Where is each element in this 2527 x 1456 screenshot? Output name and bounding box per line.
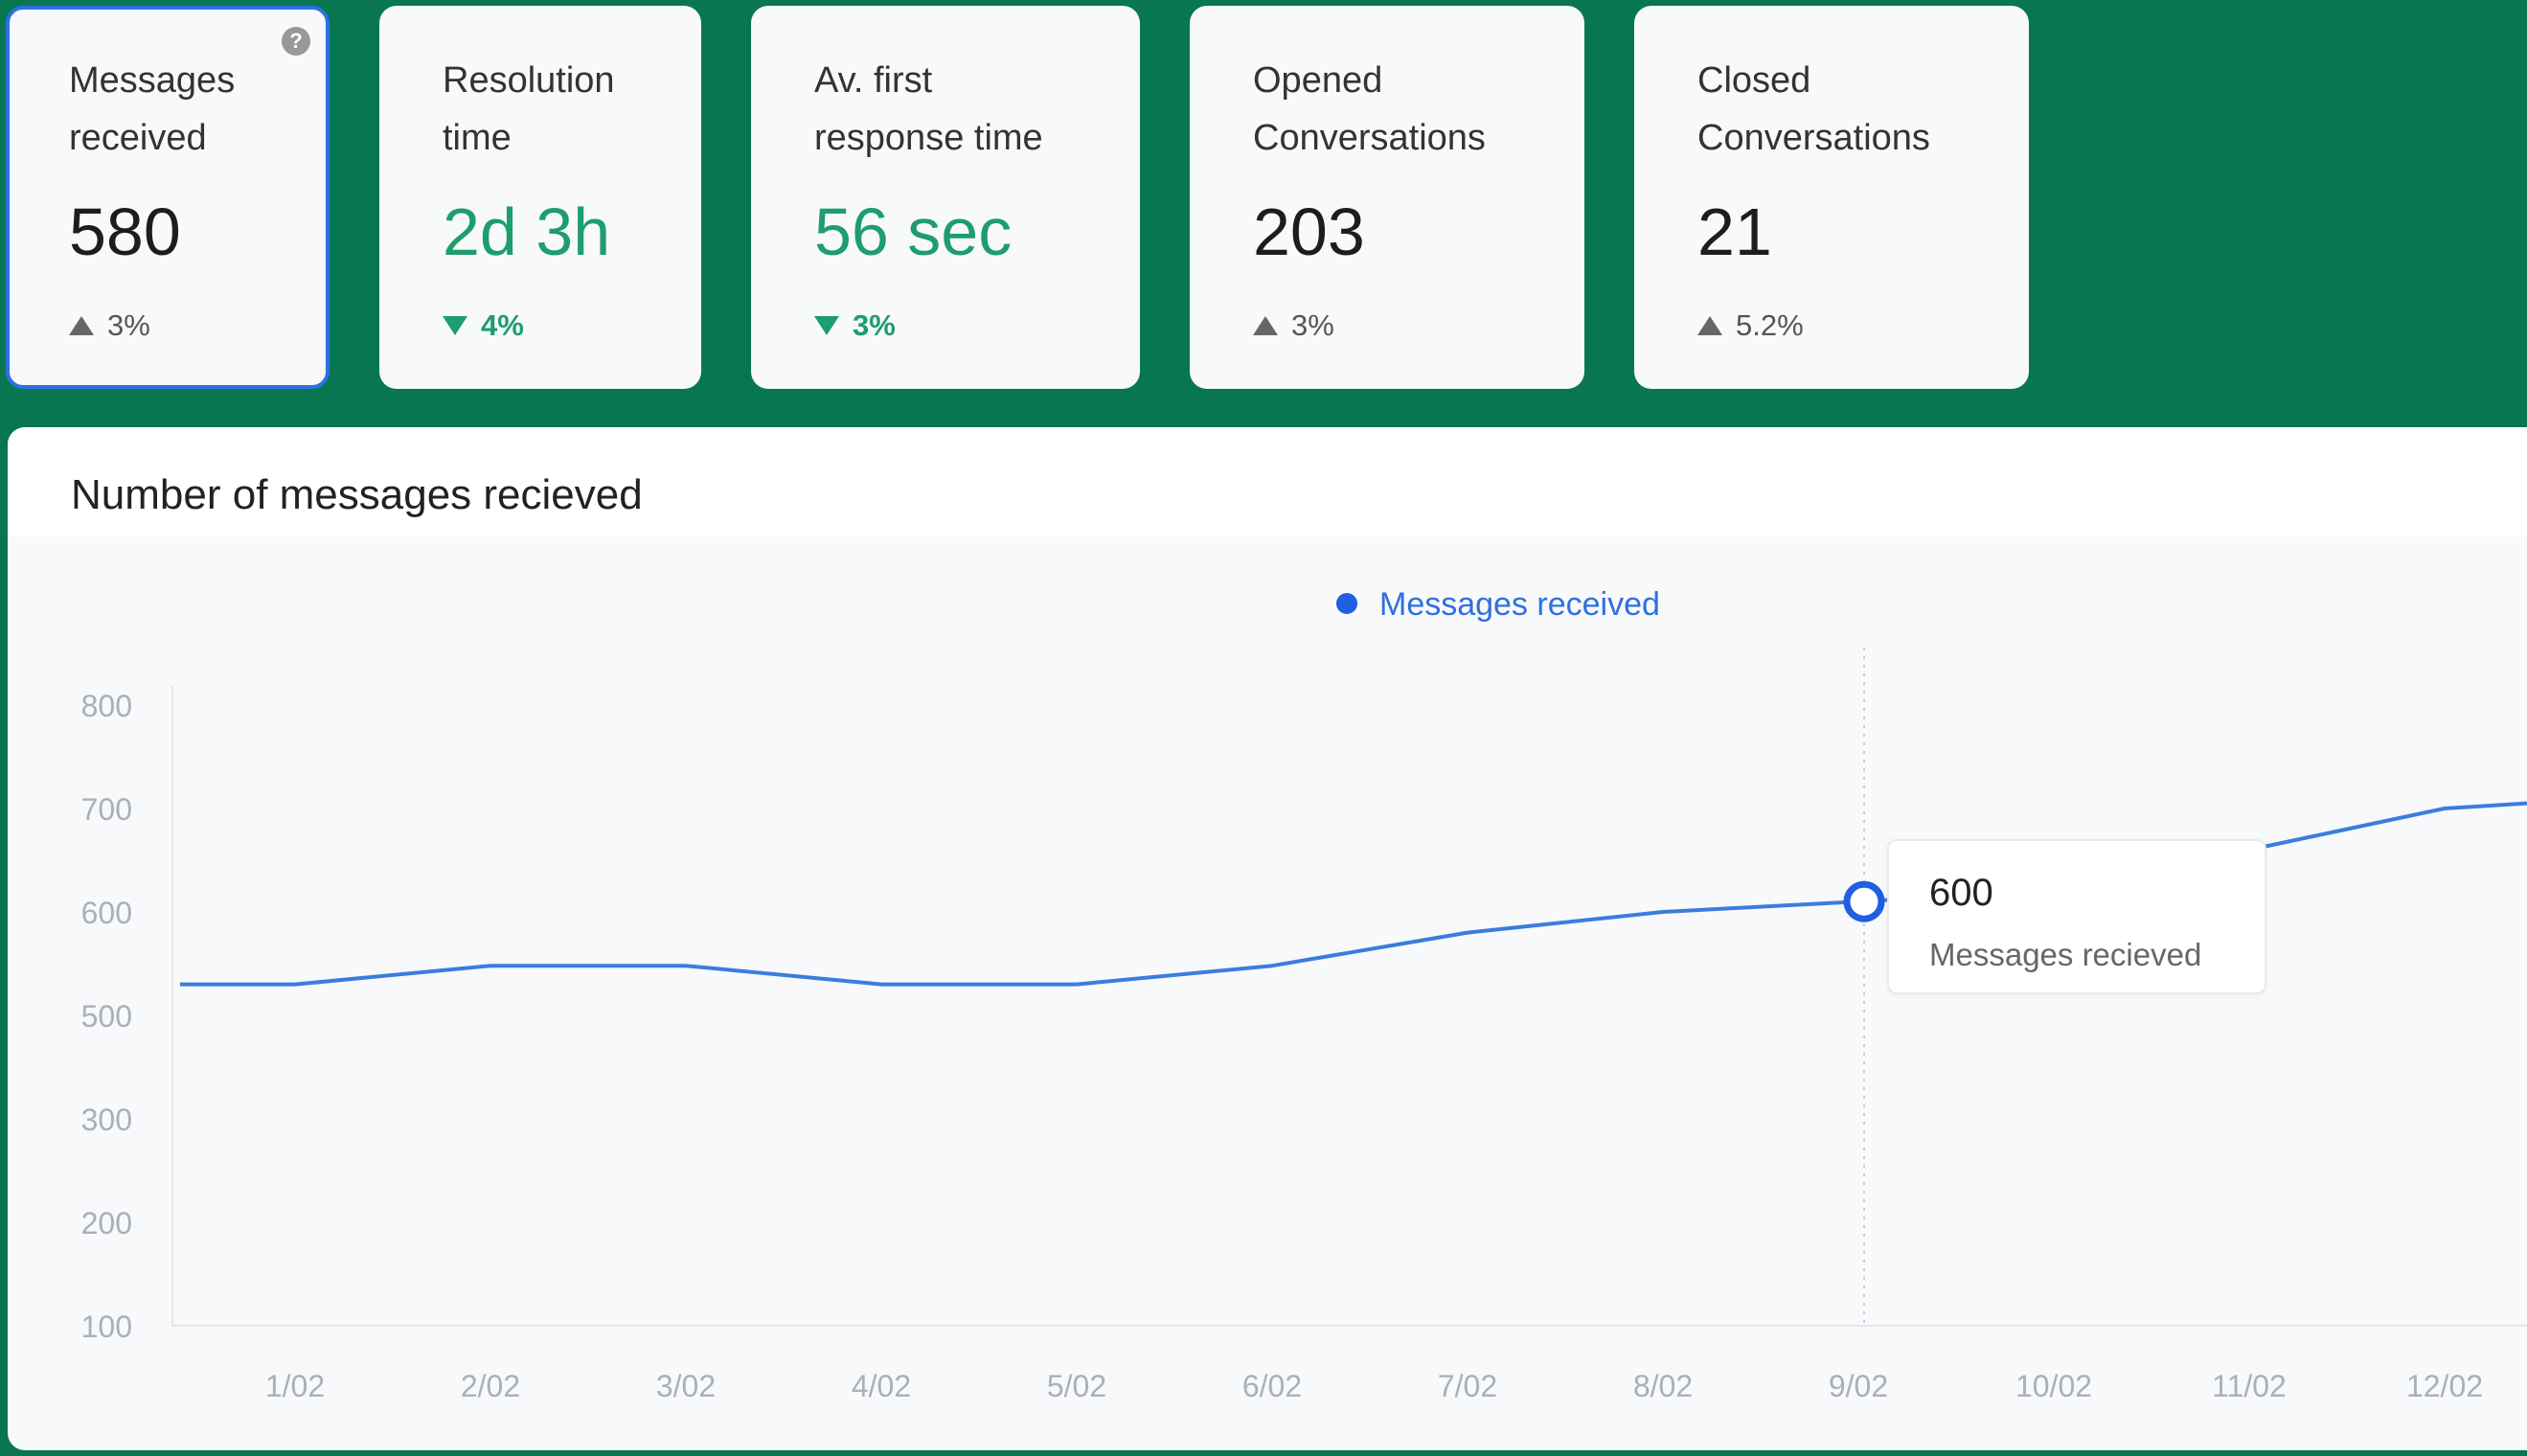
- kpi-title-line: Conversations: [1253, 118, 1486, 158]
- kpi-value: 203: [1253, 194, 1365, 269]
- x-tick-label: 11/02: [2212, 1369, 2287, 1403]
- legend-dot-icon: [1336, 593, 1357, 614]
- x-tick-label: 8/02: [1633, 1369, 1693, 1403]
- kpi-value: 580: [69, 194, 181, 269]
- kpi-change-value: 5.2%: [1736, 308, 1804, 342]
- tooltip-value: 600: [1929, 872, 1993, 914]
- x-tick-label: 5/02: [1047, 1369, 1106, 1403]
- x-tick-label: 7/02: [1438, 1369, 1497, 1403]
- y-tick-label: 500: [81, 999, 132, 1034]
- kpi-title: Messages received: [69, 52, 326, 167]
- x-tick-label: 6/02: [1242, 1369, 1302, 1403]
- kpi-card[interactable]: Messages received 580 3%?: [6, 6, 330, 389]
- kpi-card[interactable]: Opened Conversations 203 3%: [1190, 6, 1584, 389]
- kpi-change-value: 3%: [853, 308, 896, 342]
- kpi-card[interactable]: Resolution time 2d 3h 4%: [379, 6, 701, 389]
- kpi-title: Closed Conversations: [1697, 52, 2029, 167]
- kpi-title-line: response time: [814, 118, 1043, 158]
- x-tick-label: 4/02: [852, 1369, 911, 1403]
- kpi-change-value: 3%: [1291, 308, 1334, 342]
- help-icon[interactable]: ?: [282, 27, 310, 56]
- line-chart[interactable]: Messages received 800 700 600 500 300 200 100 1/…: [8, 427, 2527, 1450]
- x-tick-label: 10/02: [2015, 1369, 2092, 1403]
- y-tick-label: 100: [81, 1309, 132, 1344]
- y-tick-label: 300: [81, 1103, 132, 1137]
- kpi-title-line: time: [443, 118, 512, 158]
- kpi-value: 56 sec: [814, 194, 1013, 269]
- kpi-change-value: 3%: [107, 308, 150, 342]
- kpi-title-line: Conversations: [1697, 118, 1930, 158]
- chart-legend: Messages received: [1336, 586, 1660, 623]
- tooltip-label: Messages recieved: [1929, 937, 2202, 972]
- x-tick-label: 9/02: [1829, 1369, 1888, 1403]
- kpi-change: 3%: [814, 308, 1140, 343]
- kpi-title: Av. first response time: [814, 52, 1140, 167]
- triangle-up-icon: [69, 316, 94, 335]
- triangle-up-icon: [1697, 316, 1722, 335]
- kpi-title-line: received: [69, 118, 207, 158]
- x-tick-label: 12/02: [2406, 1369, 2483, 1403]
- x-tick-label: 1/02: [265, 1369, 325, 1403]
- x-tick-label: 3/02: [656, 1369, 716, 1403]
- kpi-title-line: Opened: [1253, 60, 1383, 101]
- kpi-title-line: Messages: [69, 60, 236, 101]
- y-tick-label: 600: [81, 896, 132, 930]
- y-tick-label: 200: [81, 1206, 132, 1240]
- kpi-change: 3%: [1253, 308, 1584, 343]
- kpi-change: 5.2%: [1697, 308, 2029, 343]
- chart-title: Number of messages recieved: [71, 471, 643, 518]
- chart-tooltip: 600 Messages recieved: [1887, 839, 2266, 994]
- kpi-title-line: Closed: [1697, 60, 1811, 101]
- highlight-point-marker[interactable]: [1843, 880, 1885, 922]
- kpi-value: 2d 3h: [443, 194, 611, 269]
- chart-panel: Number of messages recieved Messages rec…: [8, 427, 2527, 1450]
- triangle-down-icon: [814, 316, 839, 335]
- triangle-down-icon: [443, 316, 467, 335]
- kpi-title-line: Resolution: [443, 60, 615, 101]
- chart-header: Number of messages recieved: [8, 427, 2527, 536]
- kpi-card[interactable]: Closed Conversations 21 5.2%: [1634, 6, 2029, 389]
- kpi-title-line: Av. first: [814, 60, 933, 101]
- kpi-card[interactable]: Av. first response time 56 sec 3%: [751, 6, 1140, 389]
- x-tick-label: 2/02: [461, 1369, 520, 1403]
- kpi-change: 4%: [443, 308, 701, 343]
- triangle-up-icon: [1253, 316, 1278, 335]
- y-tick-label: 700: [81, 792, 132, 827]
- kpi-title: Resolution time: [443, 52, 701, 167]
- y-tick-label: 800: [81, 689, 132, 723]
- kpi-value: 21: [1697, 194, 1772, 269]
- kpi-change: 3%: [69, 308, 326, 343]
- kpi-change-value: 4%: [481, 308, 524, 342]
- kpi-title: Opened Conversations: [1253, 52, 1584, 167]
- legend-label: Messages received: [1379, 586, 1660, 623]
